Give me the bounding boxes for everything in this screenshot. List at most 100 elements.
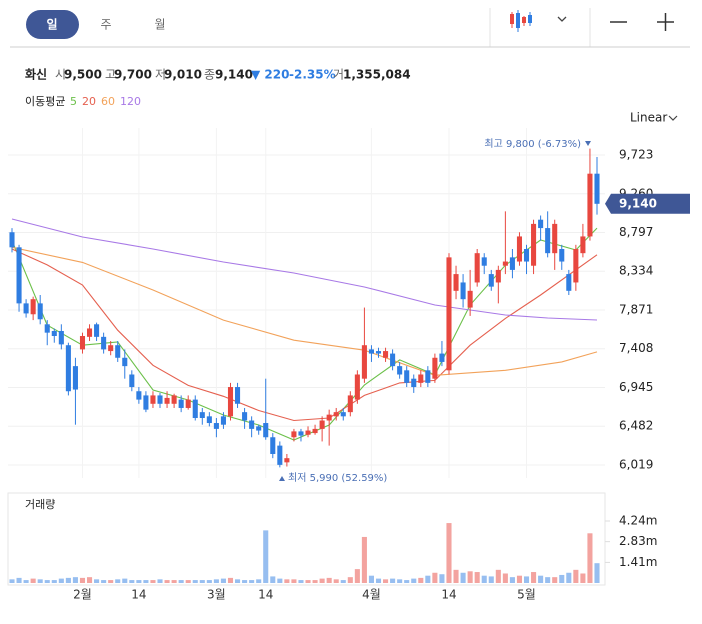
y-tick-label: 7,871 [619,302,653,316]
quote-change: ▼ 220 [251,68,289,82]
volume-bar [65,577,71,583]
quote-label: 시 [55,68,66,82]
volume-tick-label: 1.41m [619,555,657,569]
y-tick-label: 8,334 [619,264,653,278]
volume-bar [580,573,586,583]
volume-bar [460,572,466,583]
tab[interactable]: 일 [46,18,57,32]
volume-bar [481,575,487,583]
candle-body [319,420,325,429]
candle-body [65,345,71,392]
candle-body [44,324,50,333]
volume-bar [474,572,480,583]
candle-body [404,370,410,383]
candle-body [552,223,558,254]
quote-volume: 1,355,084 [343,68,411,82]
volume-bar [263,530,269,583]
volume-bar [397,579,403,583]
volume-bar [30,578,36,583]
candle-body [30,299,36,315]
candle-body [573,248,579,283]
volume-bar [495,569,501,583]
zoom-in[interactable] [657,13,674,31]
y-tick-label: 7,408 [619,341,653,355]
volume-bar [375,578,382,583]
volume-bar [37,579,43,583]
volume-bar [220,578,226,583]
volume-tick-label: 2.83m [619,534,657,548]
candle-body [270,437,276,454]
volume-title: 거래량 [25,498,55,511]
candle-body [58,330,64,345]
candle-body [460,282,466,300]
candle-body [481,257,487,266]
candle-body [213,423,219,429]
volume-bar [143,580,149,583]
candle-body [23,303,29,314]
tab[interactable]: 주 [100,18,111,32]
volume-bar [122,578,128,583]
volume-bar [270,576,276,583]
dropdown-chevron[interactable] [557,16,567,22]
candle-body [397,366,403,375]
candle-body [220,416,226,425]
candle-body [227,387,234,417]
volume-bar [411,578,417,583]
candle-body [143,395,149,410]
volume-bar [86,577,93,583]
volume-bar [291,579,297,583]
current-price-label: 9,140 [619,196,657,210]
x-tick-label: 5월 [517,588,536,602]
quote-value: 9,700 [114,68,152,82]
volume-bar [298,580,304,583]
candle-body [545,228,551,254]
candle-body [340,412,346,417]
ma-legend-item: 20 [82,95,96,108]
volume-bar [453,569,459,583]
volume-bar [566,572,572,583]
candle-body [122,357,128,367]
candle-body [157,395,163,404]
candle-body [37,303,43,320]
volume-bar [115,579,121,583]
candle-body [185,399,191,408]
candle-body [72,366,78,390]
chart-type-icon[interactable] [510,10,532,32]
volume-bar [44,580,50,583]
candle-body [235,387,241,404]
volume-bar [136,580,142,583]
x-tick-label: 14 [441,588,456,602]
volume-bar [23,580,29,583]
candle-body [305,430,311,435]
candle-body [108,345,114,352]
volume-bar [185,580,191,583]
scale-mode[interactable]: Linear [630,111,667,125]
tab-active-bg[interactable] [26,10,79,39]
volume-bar [538,575,544,583]
volume-bar [354,569,360,583]
candle-body [277,445,283,465]
scale-chevron[interactable] [668,115,678,121]
volume-bar [305,580,311,583]
candle-body [531,223,537,266]
candle-body [192,399,198,419]
volume-bar [249,580,255,583]
volume-bar [446,523,452,583]
candle-body [453,274,459,291]
quote-change-rate: -2.35% [289,68,336,82]
candle-body [284,458,290,463]
candle-body [150,395,156,404]
candle-body [101,336,107,350]
volume-bar [129,580,135,583]
volume-bar [488,576,494,583]
ma-line [11,218,598,321]
y-tick-label: 6,482 [619,419,653,433]
volume-bar [51,580,57,583]
volume-bar [235,579,241,583]
volume-bar [425,575,431,583]
quote-value: 9,010 [164,68,202,82]
y-tick-label: 6,945 [619,380,653,394]
candle-body [298,431,304,436]
tab[interactable]: 월 [154,18,165,32]
